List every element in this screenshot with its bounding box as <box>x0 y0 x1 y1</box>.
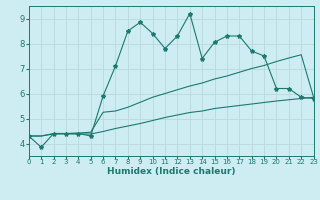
X-axis label: Humidex (Indice chaleur): Humidex (Indice chaleur) <box>107 167 236 176</box>
